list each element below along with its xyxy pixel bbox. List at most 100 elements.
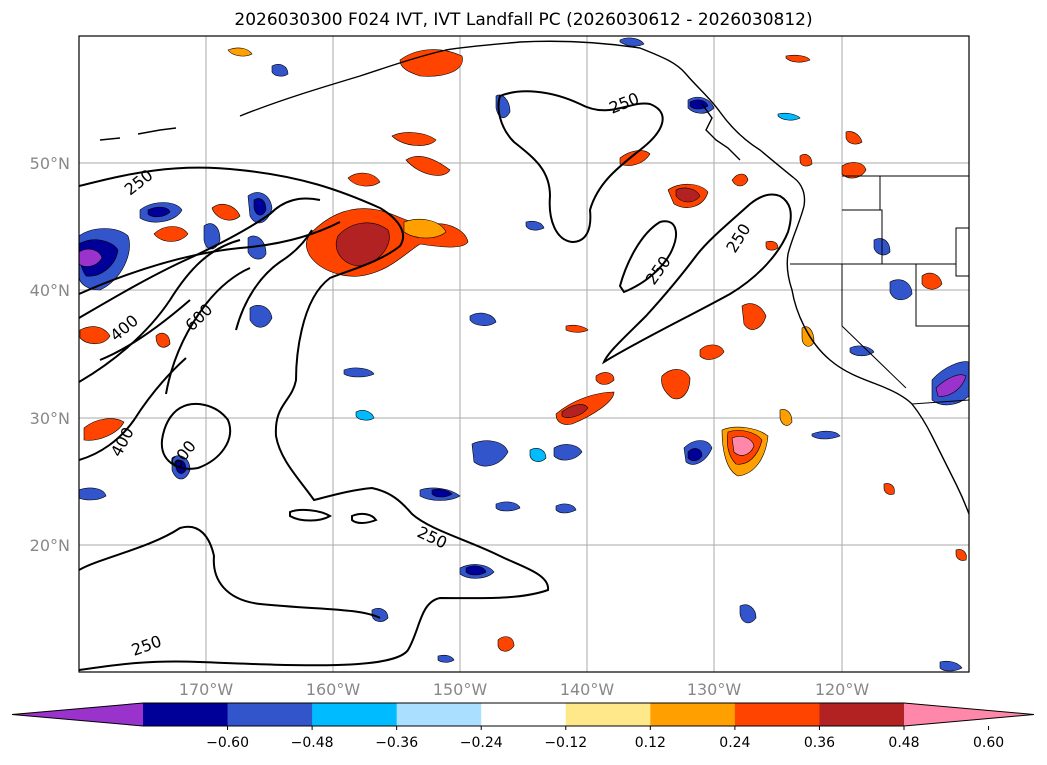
pc-blob-positive [595, 372, 615, 385]
pc-blob-positive [731, 436, 755, 456]
pc-blob-negative [553, 444, 583, 461]
colorbar-box [650, 703, 736, 726]
colorbar-extend-low [12, 703, 143, 726]
pc-blob-positive [661, 369, 691, 400]
contour-250 [497, 90, 664, 244]
pc-blob-positive [845, 131, 863, 145]
ivt-contours [79, 90, 792, 671]
pc-blob-positive [405, 156, 451, 176]
pc-blob-positive [619, 150, 651, 166]
lat-label: 40°N [30, 281, 70, 300]
colorbar: −0.60 −0.48 −0.36 −0.24 −0.12 0.12 0.24 0.36 0.4… [11, 702, 1035, 751]
colorbar-tick-label: 0.24 [719, 735, 750, 751]
lon-label: 150°W [433, 680, 488, 699]
pc-blob-negative [935, 374, 967, 397]
pc-blob-negative [469, 312, 497, 326]
pc-blob-positive [336, 222, 390, 267]
pc-blob-negative [739, 604, 757, 624]
contour-250 [601, 193, 792, 365]
colorbar-box [227, 703, 313, 726]
pc-blob-negative [777, 112, 801, 121]
pc-blob-positive [227, 47, 253, 57]
pc-blob-negative [253, 198, 267, 216]
pc-blob-positive [921, 272, 943, 290]
lat-label: 50°N [30, 154, 70, 173]
pc-blob-negative [495, 501, 521, 512]
border-mexico [911, 399, 969, 405]
pc-blob-positive [83, 418, 125, 441]
pc-blob-positive [883, 483, 895, 495]
colorbar-tick-label: 0.48 [888, 735, 919, 751]
pc-blob-positive [731, 173, 749, 187]
pc-blob-negative [687, 448, 703, 462]
pc-blob-positive [497, 636, 515, 652]
border-state [915, 264, 969, 327]
lon-label: 170°W [179, 680, 234, 699]
colorbar-tick-label: −0.24 [460, 735, 503, 751]
lon-label: 130°W [687, 680, 742, 699]
colorbar-box [819, 703, 905, 726]
colorbar-box [481, 703, 567, 726]
pc-blob-positive [699, 344, 725, 360]
contour-250 [618, 220, 677, 294]
pc-blob-negative [811, 430, 841, 440]
colorbar-extend-high [904, 703, 1034, 726]
colorbar-box [396, 703, 482, 726]
pc-blob-positive [675, 187, 701, 203]
pc-blob-positive [211, 204, 241, 221]
pc-blob-negative [79, 248, 103, 267]
colorbar-box [734, 703, 820, 726]
pc-blob-negative [471, 440, 509, 467]
coastline-islands [99, 137, 121, 141]
contour-250 [79, 166, 550, 671]
contour-250 [79, 239, 241, 383]
boundaries [790, 175, 969, 405]
border-state [842, 209, 883, 264]
contour-600 [165, 267, 251, 395]
pc-blob-positive [391, 132, 437, 146]
coastline-islands [701, 103, 741, 161]
pc-blob-negative [431, 488, 453, 498]
lon-label: 160°W [306, 680, 361, 699]
pc-blob-negative [437, 654, 455, 663]
pc-blob-negative [889, 279, 913, 301]
lon-label: 120°W [815, 680, 870, 699]
map-title: 2026030300 F024 IVT, IVT Landfall PC (20… [234, 10, 813, 30]
contour-600 [160, 403, 231, 470]
colorbar-box [565, 703, 651, 726]
colorbar-outline [11, 702, 1035, 727]
pc-blob-positive [779, 409, 793, 426]
lon-labels: 170°W 160°W 150°W 140°W 130°W 120°W [179, 680, 870, 699]
colorbar-box [312, 703, 398, 726]
coastlines [99, 40, 969, 515]
colorbar-tick-label: −0.48 [291, 735, 334, 751]
pc-blob-negative [249, 305, 273, 328]
contour-600 [99, 299, 191, 361]
colorbar-tick-label: 0.36 [804, 735, 835, 751]
pc-blob-negative [147, 206, 171, 218]
pc-blob-negative [247, 235, 267, 260]
pc-blob-positive [799, 154, 813, 167]
contour-400 [79, 197, 321, 319]
pc-blob-negative [355, 410, 375, 421]
pc-blob-negative [371, 608, 389, 622]
pc-blob-negative [529, 448, 547, 462]
colorbar-tick-label: −0.60 [206, 735, 249, 751]
contour-250 [351, 512, 378, 524]
lat-labels: 50°N 40°N 30°N 20°N [30, 154, 70, 555]
colorbar-tick-label: 0.60 [973, 735, 1004, 751]
pc-blob-negative [525, 220, 545, 231]
contour-600 [235, 229, 313, 331]
pc-blob-positive [841, 162, 867, 179]
contour-250 [289, 508, 332, 522]
pc-blob-positive [153, 226, 189, 242]
border-state [841, 264, 907, 389]
pc-blob-positive [399, 49, 463, 77]
pc-blob-positive [565, 324, 589, 333]
pc-blob-positive [79, 326, 111, 345]
colorbar-tick-label: 0.12 [635, 735, 666, 751]
plot-frame [78, 35, 970, 673]
lon-label: 140°W [560, 680, 615, 699]
contour-250 [79, 221, 341, 295]
